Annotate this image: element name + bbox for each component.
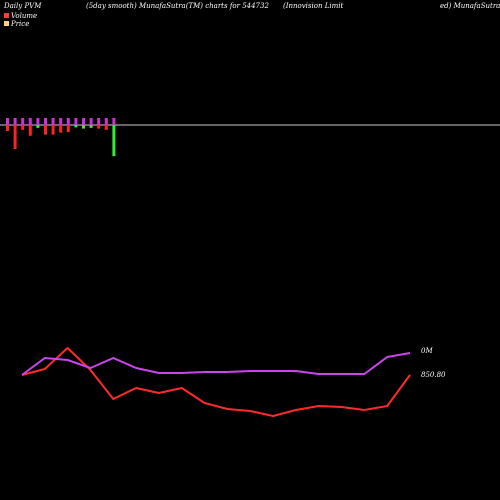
volume-bar <box>51 125 55 135</box>
volume-bar-cap <box>104 118 108 125</box>
header-title-left: Daily PVM <box>3 2 42 10</box>
legend-label-price: Price <box>10 20 29 28</box>
volume-bar-cap <box>112 118 116 125</box>
volume-bar <box>44 125 47 135</box>
volume-bar <box>104 125 108 130</box>
header-title-right-b: ed) MunafaSutra <box>440 2 500 10</box>
volume-bar-cap <box>6 118 9 125</box>
price-lines <box>21 347 411 417</box>
volume-bars <box>6 118 116 157</box>
volume-bar <box>36 125 40 128</box>
volume-bar <box>13 125 17 149</box>
price-value-label: 850.80 <box>421 371 446 379</box>
volume-bar <box>112 125 116 157</box>
volume-bar <box>74 125 78 128</box>
volume-bar <box>28 125 32 136</box>
volume-bar-cap <box>21 118 25 125</box>
volume-bar-cap <box>82 118 85 125</box>
volume-bar-cap <box>51 118 55 125</box>
legend-label-volume: Volume <box>11 12 37 20</box>
header-title-middle: (5day smooth) MunafaSutra(TM) charts for… <box>86 2 269 10</box>
volume-bar-cap <box>66 118 70 125</box>
volume-bar-cap <box>59 118 63 125</box>
volume-bar <box>59 125 63 133</box>
volume-bar <box>21 125 25 130</box>
volume-bar-cap <box>44 118 47 125</box>
volume-bar <box>97 125 101 129</box>
volume-bar-cap <box>28 118 32 125</box>
volume-bar <box>89 125 93 128</box>
volume-bar <box>6 125 9 131</box>
volume-bar-cap <box>36 118 40 125</box>
volume-bar <box>82 125 85 129</box>
volume-value-label: 0M <box>421 347 433 355</box>
legend-swatch-price <box>4 21 9 26</box>
volume-bar-cap <box>97 118 101 125</box>
volume-bar <box>66 125 70 133</box>
volume-bar-cap <box>89 118 93 125</box>
volume-bar-cap <box>13 118 17 125</box>
legend-swatch-volume <box>4 13 9 18</box>
smoothed-volume-line <box>21 352 411 376</box>
volume-bar-cap <box>74 118 78 125</box>
header-title-right-a: (Innovision Limit <box>283 2 343 10</box>
